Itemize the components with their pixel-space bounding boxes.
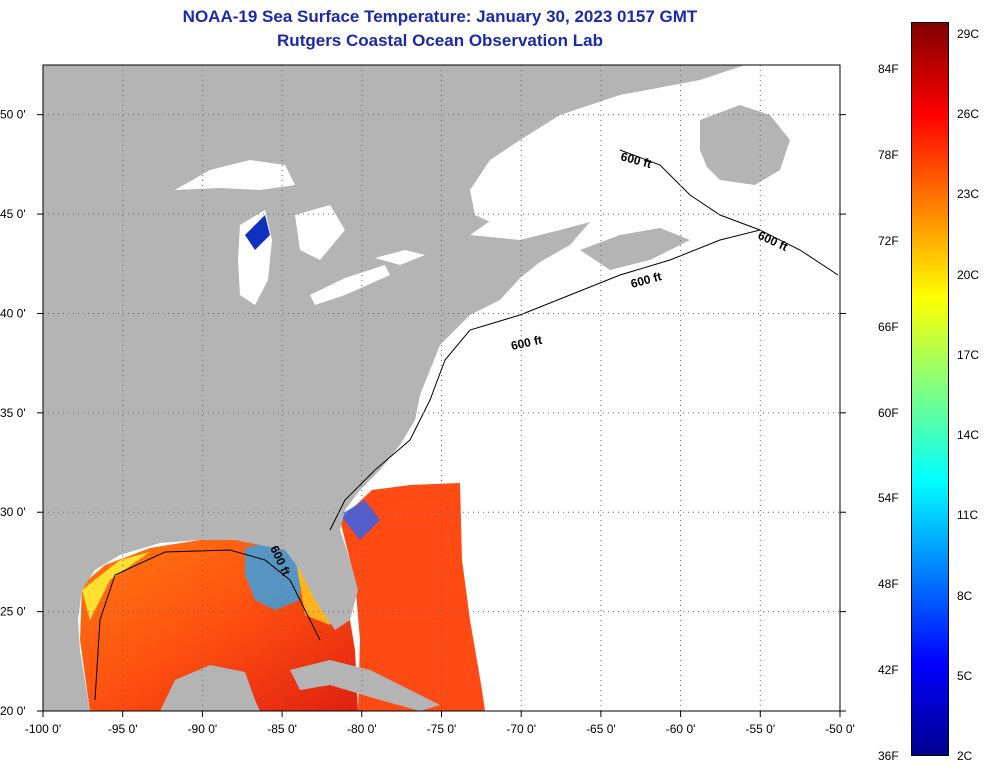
colorbar-c-label: 5C [957,668,973,683]
land-nova-scotia [580,228,690,270]
colorbar-c-label: 26C [957,107,980,122]
colorbar-c-label: 20C [957,267,980,282]
map-subtitle: Rutgers Coastal Ocean Observation Lab [277,31,603,50]
lon-tick-label: -50 0' [825,722,855,736]
map-title: NOAA-19 Sea Surface Temperature: January… [182,7,698,26]
sst-cool-atlantic-patch [340,500,380,540]
land-north-america [43,65,745,711]
colorbar-f-label: 66F [878,319,899,334]
colorbar-c-label: 29C [957,27,980,42]
lon-tick-label: -55 0' [745,722,775,736]
contour-label-4: 600 ft [510,333,544,353]
sst-atlantic-swath [340,483,485,711]
sst-cool-shelf-patch [245,540,300,610]
colorbar [911,22,949,756]
lat-tick-label: 50 0' [0,108,26,122]
lon-tick-label: -60 0' [666,722,696,736]
colorbar-f-label: 60F [878,405,899,420]
lat-tick-label: 40 0' [0,306,26,320]
gulf-of-st-lawrence [470,130,720,240]
land-yucatan [160,665,260,711]
lake-huron [295,205,345,260]
lon-tick-label: -95 0' [108,722,138,736]
latitude-axis: 20 0' 25 0' 30 0' 35 0' 40 0' 45 0' 50 0' [0,108,846,718]
colorbar-f-label: 42F [878,663,899,678]
colorbar-c-label: 14C [957,428,980,443]
lon-tick-label: -65 0' [586,722,616,736]
colorbar-f-label: 78F [878,148,899,163]
contour-600ft [329,229,839,531]
lon-tick-label: -100 0' [25,722,61,736]
longitude-axis: -100 0' -95 0' -90 0' -85 0' -80 0' -75 0' -70… [25,711,855,736]
colorbar-f-label: 36F [878,749,899,763]
land-cuba [290,660,440,711]
colorbar-c-label: 8C [957,588,973,603]
contour-600ft-gulf [94,549,321,701]
lake-superior [175,160,295,190]
lon-tick-label: -80 0' [347,722,377,736]
lake-erie [310,265,390,305]
lon-tick-label: -85 0' [267,722,297,736]
lon-tick-label: -75 0' [427,722,457,736]
lon-tick-label: -70 0' [506,722,536,736]
colorbar-f-label: 72F [878,233,899,248]
lat-tick-label: 30 0' [0,505,26,519]
land-newfoundland [700,105,790,185]
lake-michigan-cold-water [245,215,270,250]
lake-ontario [375,250,425,265]
colorbar-f-label: 48F [878,577,899,592]
lat-tick-label: 25 0' [0,605,26,619]
colorbar-f-label: 54F [878,491,899,506]
lat-tick-label: 35 0' [0,406,26,420]
colorbar-c-label: 17C [957,347,980,362]
colorbar-c-label: 2C [957,749,973,763]
colorbar-c-label: 23C [957,187,980,202]
colorbar-f-label: 84F [878,62,899,77]
lat-tick-label: 45 0' [0,207,26,221]
colorbar-c-label: 11C [957,508,979,523]
contour-600ft-stlawrence [619,149,761,231]
lon-tick-label: -90 0' [188,722,218,736]
lat-tick-label: 20 0' [0,704,26,718]
sst-yellow-west-gulf [82,552,150,620]
